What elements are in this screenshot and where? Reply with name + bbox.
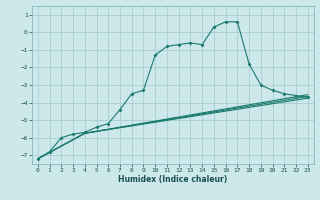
X-axis label: Humidex (Indice chaleur): Humidex (Indice chaleur) bbox=[118, 175, 228, 184]
